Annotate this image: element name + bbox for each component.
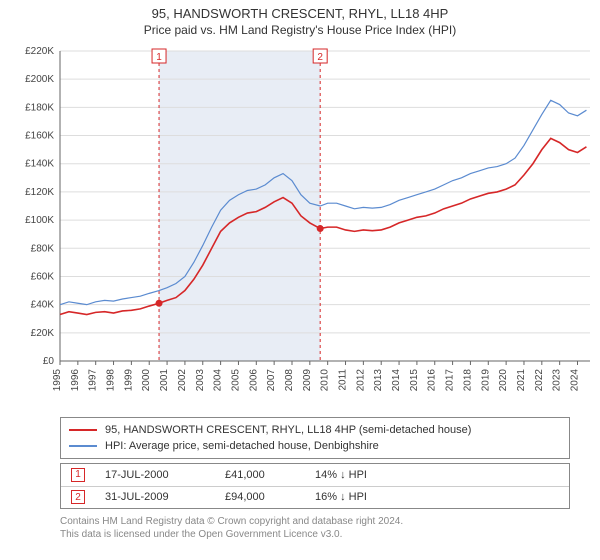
svg-text:2013: 2013 [373,368,384,391]
svg-text:2: 2 [317,52,323,63]
svg-text:2014: 2014 [391,368,402,391]
svg-text:2006: 2006 [248,368,259,391]
svg-text:2005: 2005 [230,368,241,391]
marker-row: 1 17-JUL-2000£41,00014% ↓ HPI [61,464,569,486]
chart-svg: £0 £20K £40K £60K £80K £100K £120K £140K £160K £1… [0,41,600,411]
svg-text:£40K: £40K [31,300,55,311]
svg-text:£200K: £200K [25,74,54,85]
svg-text:2016: 2016 [427,368,438,391]
svg-text:£220K: £220K [25,46,54,57]
svg-text:£160K: £160K [25,130,54,141]
marker-date: 31-JUL-2009 [95,491,215,503]
marker-row: 2 31-JUL-2009£94,00016% ↓ HPI [61,486,569,508]
svg-text:1: 1 [156,52,162,63]
marker-badge: 1 [71,468,85,482]
svg-text:1997: 1997 [88,368,99,391]
svg-text:2003: 2003 [195,368,206,391]
svg-text:£60K: £60K [31,271,55,282]
marker-delta: 16% ↓ HPI [305,491,425,503]
legend-label: HPI: Average price, semi-detached house,… [105,440,379,452]
svg-text:2009: 2009 [302,368,313,391]
svg-text:£180K: £180K [25,102,54,113]
svg-text:2024: 2024 [570,368,581,391]
svg-text:1999: 1999 [123,368,134,391]
svg-text:2000: 2000 [141,368,152,391]
legend-row: 95, HANDSWORTH CRESCENT, RHYL, LL18 4HP … [69,422,561,438]
svg-text:2019: 2019 [480,368,491,391]
svg-text:2004: 2004 [213,368,224,391]
chart-title: 95, HANDSWORTH CRESCENT, RHYL, LL18 4HP [0,0,600,23]
svg-text:2007: 2007 [266,368,277,391]
svg-text:2022: 2022 [534,368,545,391]
marker-badge: 2 [71,490,85,504]
svg-text:2018: 2018 [462,368,473,391]
svg-text:2021: 2021 [516,368,527,391]
legend-row: HPI: Average price, semi-detached house,… [69,438,561,454]
marker-delta: 14% ↓ HPI [305,469,425,481]
svg-text:2012: 2012 [355,368,366,391]
svg-text:2017: 2017 [445,368,456,391]
svg-text:2020: 2020 [498,368,509,391]
svg-text:2001: 2001 [159,368,170,391]
chart-container: 95, HANDSWORTH CRESCENT, RHYL, LL18 4HP … [0,0,600,560]
svg-text:£100K: £100K [25,215,54,226]
svg-text:1995: 1995 [52,368,63,391]
svg-text:1996: 1996 [70,368,81,391]
marker-price: £41,000 [215,469,305,481]
svg-text:2023: 2023 [552,368,563,391]
svg-text:£80K: £80K [31,243,55,254]
svg-text:£120K: £120K [25,187,54,198]
marker-price: £94,000 [215,491,305,503]
svg-text:£20K: £20K [31,328,55,339]
svg-text:2011: 2011 [338,368,349,390]
svg-text:1998: 1998 [106,368,117,391]
legend-swatch [69,429,97,431]
chart-subtitle: Price paid vs. HM Land Registry's House … [0,23,600,41]
footnote-line-1: Contains HM Land Registry data © Crown c… [60,516,403,527]
chart-plot-area: £0 £20K £40K £60K £80K £100K £120K £140K £160K £1… [0,41,600,411]
legend-label: 95, HANDSWORTH CRESCENT, RHYL, LL18 4HP … [105,424,471,436]
svg-text:2008: 2008 [284,368,295,391]
svg-text:2002: 2002 [177,368,188,391]
footnote-line-2: This data is licensed under the Open Gov… [60,529,342,540]
svg-text:£140K: £140K [25,159,54,170]
footnote: Contains HM Land Registry data © Crown c… [60,515,570,541]
legend-swatch [69,445,97,447]
marker-date: 17-JUL-2000 [95,469,215,481]
marker-table: 1 17-JUL-2000£41,00014% ↓ HPI 2 31-JUL-2009… [60,463,570,509]
svg-text:2010: 2010 [320,368,331,391]
svg-text:£0: £0 [43,356,55,367]
svg-text:2015: 2015 [409,368,420,391]
legend: 95, HANDSWORTH CRESCENT, RHYL, LL18 4HP … [60,417,570,459]
